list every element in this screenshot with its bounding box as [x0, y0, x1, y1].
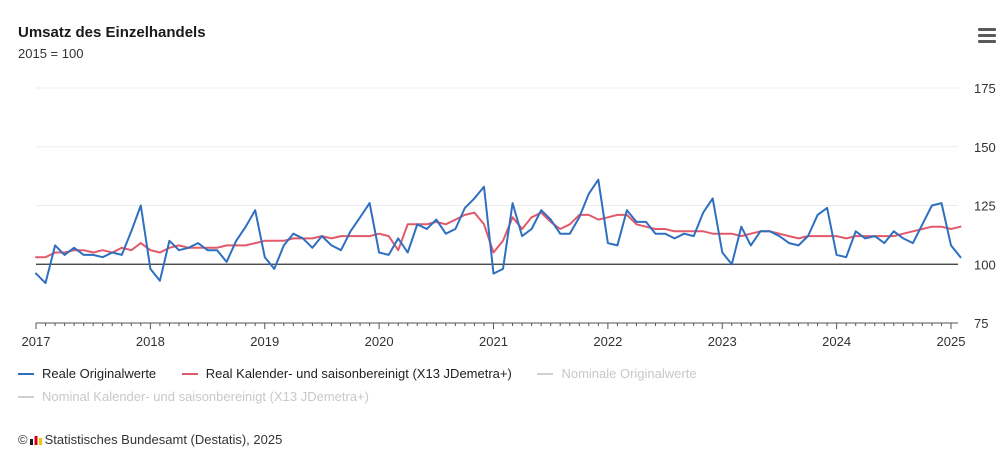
- y-tick-label: 150: [974, 140, 996, 155]
- series-line-real-adjusted: [35, 211, 962, 259]
- hamburger-menu-icon[interactable]: [978, 28, 996, 46]
- legend-label: Nominale Originalwerte: [561, 366, 697, 381]
- chart-title: Umsatz des Einzelhandels: [18, 24, 206, 41]
- y-tick-label: 75: [974, 316, 988, 331]
- copyright-symbol: ©: [18, 432, 28, 447]
- legend: Reale Originalwerte Real Kalender- und s…: [18, 366, 818, 412]
- legend-label: Real Kalender- und saisonbereinigt (X13 …: [205, 366, 512, 381]
- series-line-real-original: [35, 178, 962, 285]
- x-tick-label: 2018: [136, 334, 165, 349]
- x-tick-label: 2025: [937, 334, 966, 349]
- x-tick-label: 2022: [593, 334, 622, 349]
- x-tick-label: 2019: [250, 334, 279, 349]
- y-tick-label: 175: [974, 81, 996, 96]
- x-tick-label: 2024: [822, 334, 851, 349]
- x-tick-label: 2021: [479, 334, 508, 349]
- y-tick-label: 125: [974, 199, 996, 214]
- x-tick-label: 2023: [708, 334, 737, 349]
- chart-subtitle: 2015 = 100: [18, 46, 84, 61]
- legend-swatch: [181, 372, 198, 375]
- legend-item-nominal-adjusted[interactable]: Nominal Kalender- und saisonbereinigt (X…: [18, 389, 369, 404]
- legend-swatch: [537, 372, 554, 375]
- x-tick-label: 2020: [365, 334, 394, 349]
- source-footer: © Statistisches Bundesamt (Destatis), 202…: [18, 432, 282, 447]
- legend-label: Nominal Kalender- und saisonbereinigt (X…: [42, 389, 369, 404]
- legend-item-nominal-original[interactable]: Nominale Originalwerte: [537, 366, 697, 381]
- x-tick-label: 2017: [22, 334, 51, 349]
- destatis-logo-icon: [29, 435, 42, 445]
- legend-item-real-original[interactable]: Reale Originalwerte: [18, 366, 156, 381]
- legend-label: Reale Originalwerte: [42, 366, 157, 381]
- source-text: Statistisches Bundesamt (Destatis), 2025: [44, 432, 283, 447]
- legend-swatch: [18, 372, 34, 375]
- y-tick-label: 100: [974, 257, 996, 272]
- legend-item-real-adjusted[interactable]: Real Kalender- und saisonbereinigt (X13 …: [181, 366, 512, 381]
- legend-swatch: [18, 395, 34, 398]
- line-chart: 75 100 125 150 175 2017 2018 2019 2020 2021 2022 20…: [22, 81, 996, 349]
